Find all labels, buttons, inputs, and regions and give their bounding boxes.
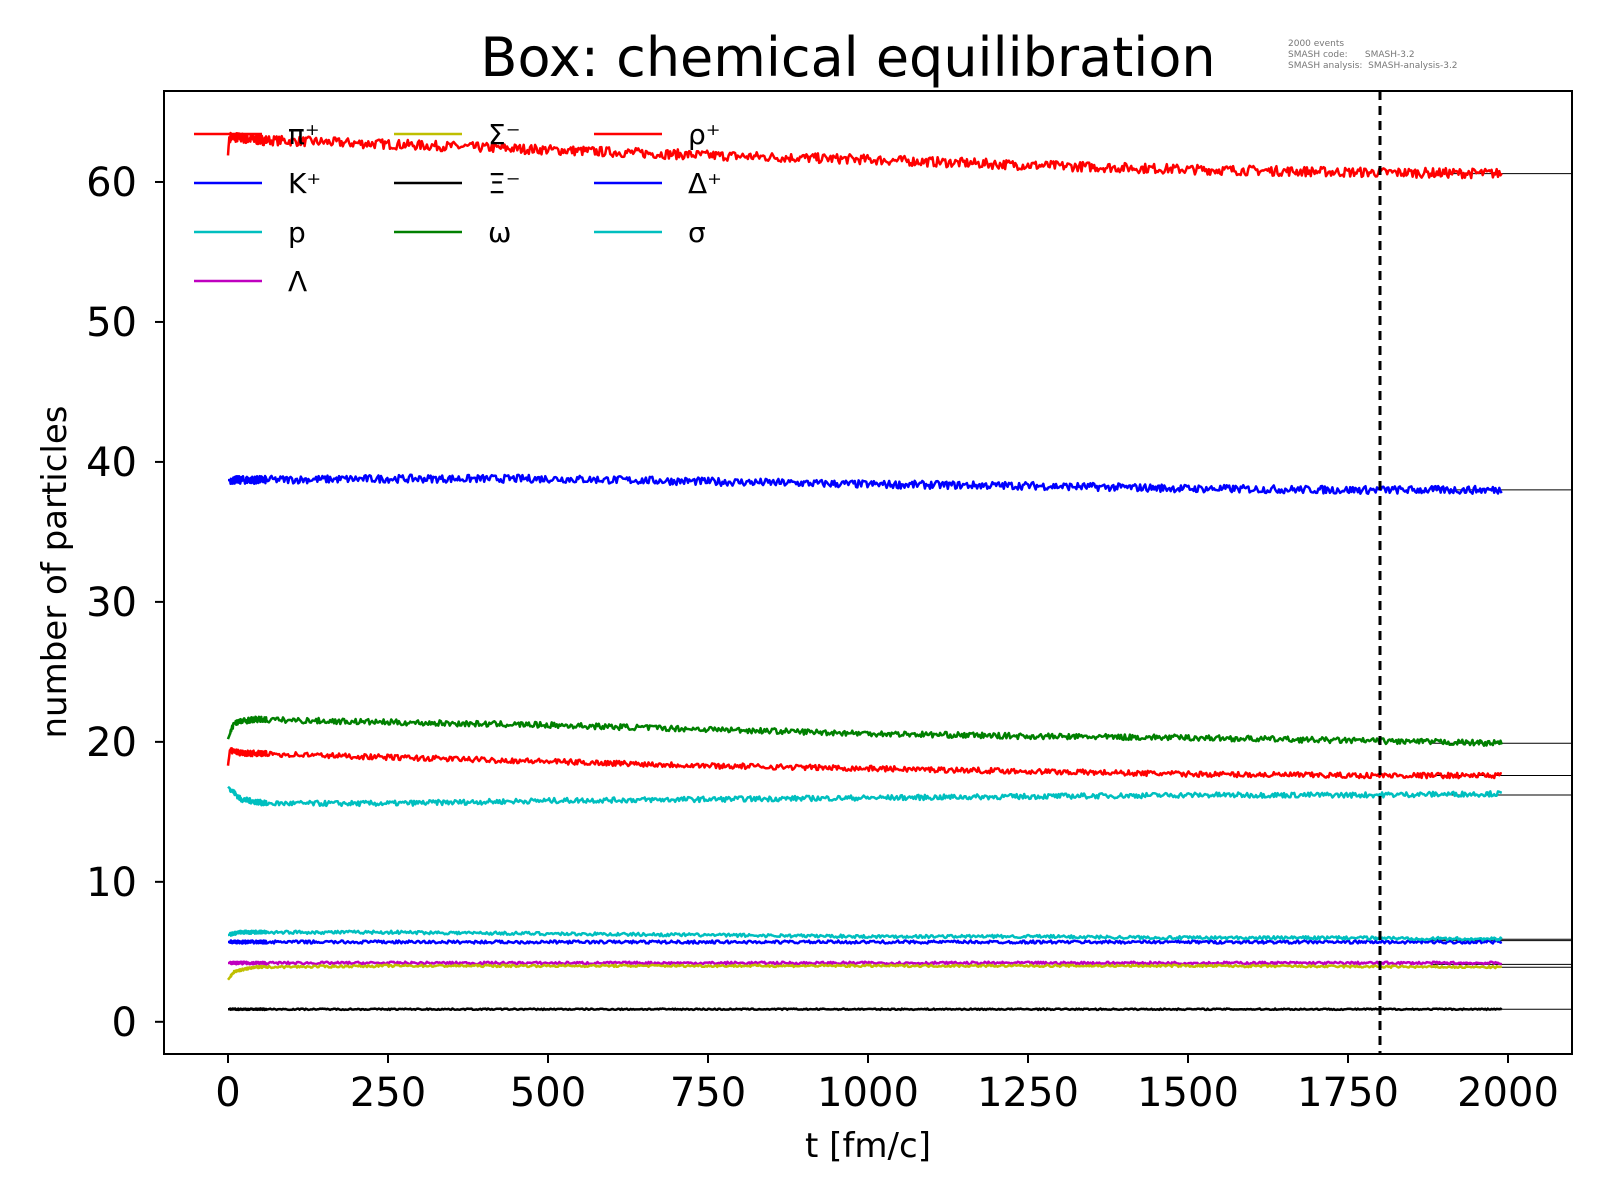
- x-tick-label: 1250: [977, 1070, 1079, 1116]
- legend-item-6: ω: [394, 216, 511, 249]
- y-tick-label: 50: [86, 300, 137, 346]
- legend-item-8: Δ⁺: [594, 167, 722, 200]
- legend-item-4: Σ⁻: [394, 118, 520, 151]
- legend-item-3: Λ: [194, 265, 307, 298]
- x-tick-label: 500: [510, 1070, 586, 1116]
- legend: π⁺ K⁺ pΛ Σ⁻ Ξ⁻ ω ρ⁺ Δ⁺ σ: [194, 118, 722, 298]
- series-line-2: [227, 785, 1503, 808]
- series-line-0: [226, 131, 1503, 180]
- legend-label: Δ⁺: [688, 167, 722, 200]
- y-axis-label: number of particles: [35, 405, 75, 738]
- y-tick-label: 60: [86, 160, 137, 206]
- legend-label: σ: [688, 216, 706, 249]
- x-tick-label: 2000: [1457, 1070, 1559, 1116]
- legend-label: Σ⁻: [488, 118, 520, 151]
- plot-area: [226, 91, 1572, 1054]
- series-line-3: [227, 960, 1503, 966]
- series-line-8: [227, 939, 1503, 945]
- y-axis: 0 10 20 30 40 50 60: [86, 160, 164, 1046]
- y-tick-label: 30: [86, 580, 137, 626]
- legend-item-0: π⁺: [194, 118, 320, 151]
- x-tick-label: 750: [670, 1070, 746, 1116]
- series-line-6: [226, 715, 1503, 747]
- x-tick-label: 1500: [1137, 1070, 1239, 1116]
- y-tick-label: 10: [86, 860, 137, 906]
- legend-label: Ξ⁻: [488, 167, 520, 200]
- x-axis: 0 250 500 750 1000 1250 1500 1750 2000: [215, 1054, 1559, 1116]
- x-tick-label: 250: [350, 1070, 426, 1116]
- y-tick-label: 20: [86, 720, 137, 766]
- y-tick-label: 40: [86, 440, 137, 486]
- x-tick-label: 1750: [1297, 1070, 1399, 1116]
- y-tick-label: 0: [112, 1000, 137, 1046]
- legend-label: ρ⁺: [688, 118, 721, 151]
- chart-title: Box: chemical equilibration: [480, 26, 1215, 89]
- legend-label: π⁺: [288, 118, 320, 151]
- metadata-analysis: SMASH analysis: SMASH-analysis-3.2: [1288, 61, 1458, 71]
- x-axis-label: t [fm/c]: [805, 1126, 931, 1166]
- legend-item-7: ρ⁺: [594, 118, 721, 151]
- plot-frame: [163, 90, 1573, 1055]
- metadata-block: 2000 events SMASH code: SMASH-3.2 SMASH …: [1288, 39, 1458, 71]
- legend-item-1: K⁺: [194, 167, 321, 200]
- series-line-5: [227, 1007, 1503, 1012]
- legend-label: p: [288, 216, 306, 249]
- legend-label: K⁺: [288, 167, 321, 200]
- x-tick-label: 1000: [817, 1070, 919, 1116]
- series-line-1: [227, 473, 1503, 495]
- series-line-9: [227, 929, 1503, 942]
- metadata-code: SMASH code: SMASH-3.2: [1288, 50, 1415, 60]
- x-tick-label: 0: [215, 1070, 240, 1116]
- legend-item-9: σ: [594, 216, 706, 249]
- metadata-events: 2000 events: [1288, 39, 1344, 49]
- legend-item-5: Ξ⁻: [394, 167, 520, 200]
- legend-label: Λ: [288, 265, 307, 298]
- legend-item-2: p: [194, 216, 306, 249]
- series-line-4: [227, 963, 1502, 981]
- series-line-7: [226, 746, 1502, 780]
- legend-label: ω: [488, 216, 511, 249]
